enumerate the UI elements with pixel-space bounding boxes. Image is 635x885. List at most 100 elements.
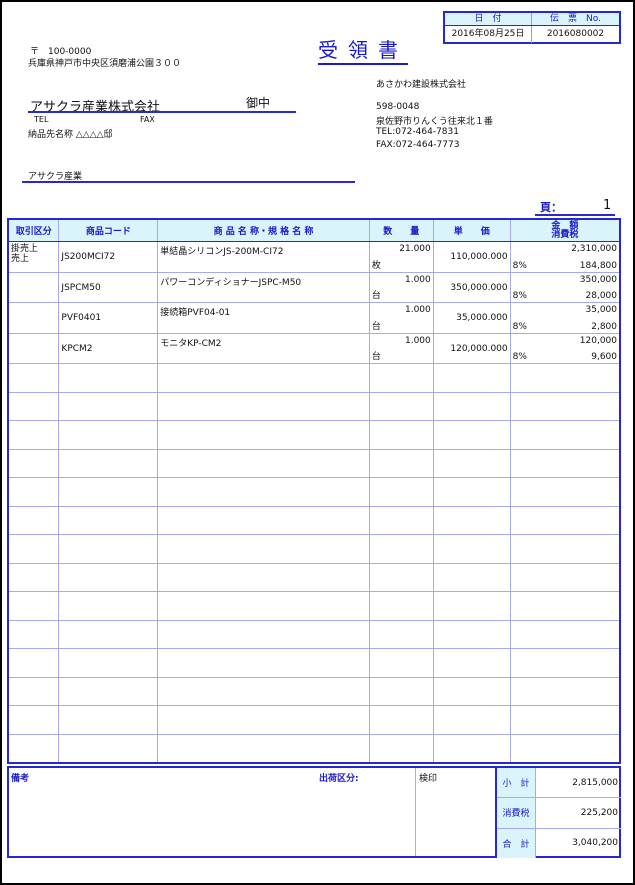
cell-name: 単結晶シリコンJS-200M-CI72	[157, 241, 370, 273]
cell-kubun: 掛売上 売上	[7, 241, 60, 273]
cell-qty: 1.000 台	[368, 272, 434, 303]
item-price: 110,000.000	[450, 252, 508, 262]
issuer-postal: 598-0048	[376, 102, 420, 112]
table-header-row: 取引区分 商品コード 商 品 名 称・規 格 名 称 数 量 単 価 金 額消費…	[7, 219, 621, 242]
item-price: 120,000.000	[450, 343, 508, 354]
document-title: 受領書	[318, 34, 408, 65]
empty-cell	[7, 677, 60, 706]
tax-label: 消費税	[497, 798, 536, 828]
cell-price: 350,000.000	[432, 272, 511, 303]
header-code: 商品コード	[58, 219, 159, 242]
empty-cell	[7, 392, 60, 421]
empty-cell	[509, 477, 621, 507]
item-name: パワーコンディショナーJSPC-M50	[160, 277, 302, 288]
empty-cell	[157, 563, 370, 592]
cell-amount: 8% 120,000 9,600	[509, 333, 621, 364]
empty-cell	[7, 620, 60, 649]
cell-code: JSPCM50	[58, 272, 159, 303]
empty-cell	[509, 620, 621, 649]
item-amount: 35,000	[585, 305, 618, 315]
empty-cell	[432, 506, 511, 535]
item-unit: 台	[371, 352, 381, 362]
empty-cell	[157, 363, 370, 393]
table-row: 掛売上 売上 JS200MCI72 単結晶シリコンJS-200M-CI72 21.00…	[7, 241, 621, 273]
item-name: モニタKP-CM2	[160, 338, 222, 349]
item-unit: 台	[371, 321, 381, 332]
table-row: JSPCM50 パワーコンディショナーJSPC-M50 1.000 台 350,000.…	[7, 272, 621, 303]
empty-cell	[157, 620, 370, 649]
cell-kubun	[7, 302, 60, 334]
empty-cell	[368, 477, 434, 507]
empty-cell	[157, 591, 370, 621]
empty-cell	[509, 591, 621, 621]
cell-code: KPCM2	[58, 333, 159, 364]
cell-name: モニタKP-CM2	[157, 333, 370, 364]
item-amount: 350,000	[579, 274, 617, 285]
empty-cell	[7, 449, 60, 478]
empty-cell	[432, 363, 511, 393]
item-price: 35,000.000	[456, 313, 508, 323]
item-code: JS200MCI72	[61, 252, 116, 262]
customer-postal: 〒 100-0000	[30, 47, 92, 57]
table-row	[7, 648, 621, 678]
table-row: PVF0401 接続箱PVF04-01 1.000 台 35,000.000 8% 35,0…	[7, 302, 621, 334]
items-table: 取引区分 商品コード 商 品 名 称・規 格 名 称 数 量 単 価 金 額消費…	[7, 218, 621, 764]
empty-cell	[7, 477, 60, 507]
empty-cell	[509, 734, 621, 764]
empty-cell	[7, 648, 60, 678]
empty-cell	[58, 620, 159, 649]
shipping-label: 出荷区分:	[319, 774, 359, 784]
date-label: 日 付	[445, 13, 532, 25]
empty-cell	[157, 449, 370, 478]
header-qty: 数 量	[368, 219, 434, 242]
item-tax: 9,600	[591, 352, 617, 362]
cell-amount: 8% 350,000 28,000	[509, 272, 621, 303]
empty-cell	[432, 534, 511, 564]
cell-amount: 8% 35,000 2,800	[509, 302, 621, 334]
header-tax: 消費税	[551, 229, 579, 240]
table-row	[7, 534, 621, 564]
empty-cell	[432, 420, 511, 450]
empty-cell	[157, 506, 370, 535]
date-slip-box: 日 付 伝 票 No. 2016年08月25日 2016080002	[443, 11, 621, 44]
issuer-fax: FAX:072-464-7773	[376, 140, 460, 150]
empty-cell	[509, 392, 621, 421]
empty-cell	[509, 648, 621, 678]
empty-cell	[157, 534, 370, 564]
empty-cell	[368, 506, 434, 535]
empty-cell	[7, 363, 60, 393]
cell-price: 35,000.000	[432, 302, 511, 334]
item-qty: 1.000	[404, 335, 431, 346]
empty-cell	[432, 620, 511, 649]
table-row: KPCM2 モニタKP-CM2 1.000 台 120,000.000 8% 120,000…	[7, 333, 621, 364]
empty-cell	[157, 734, 370, 764]
cell-amount: 8% 2,310,000 184,800	[509, 241, 621, 273]
total-label: 合 計	[497, 828, 536, 858]
page-number: 1	[603, 198, 612, 213]
empty-cell	[58, 477, 159, 507]
issuer-name: あさかわ建設株式会社	[376, 80, 467, 90]
empty-cell	[509, 363, 621, 393]
empty-cell	[7, 563, 60, 592]
empty-cell	[368, 677, 434, 706]
empty-cell	[368, 363, 434, 393]
cell-price: 110,000.000	[432, 241, 511, 273]
cell-name: パワーコンディショナーJSPC-M50	[157, 272, 370, 303]
item-price: 350,000.000	[450, 282, 508, 293]
empty-cell	[58, 534, 159, 564]
item-amount: 2,310,000	[571, 244, 617, 254]
cell-kubun	[7, 333, 60, 364]
item-amount: 120,000	[579, 335, 617, 346]
table-row	[7, 420, 621, 450]
tel-label: TEL	[34, 115, 49, 124]
empty-cell	[509, 705, 621, 735]
item-tax-rate: 8%	[512, 260, 527, 271]
empty-cell	[58, 449, 159, 478]
empty-cell	[157, 477, 370, 507]
table-row	[7, 563, 621, 592]
issuer-tel: TEL:072-464-7831	[376, 127, 459, 137]
cell-name: 接続箱PVF04-01	[157, 302, 370, 334]
empty-cell	[509, 534, 621, 564]
empty-cell	[58, 677, 159, 706]
